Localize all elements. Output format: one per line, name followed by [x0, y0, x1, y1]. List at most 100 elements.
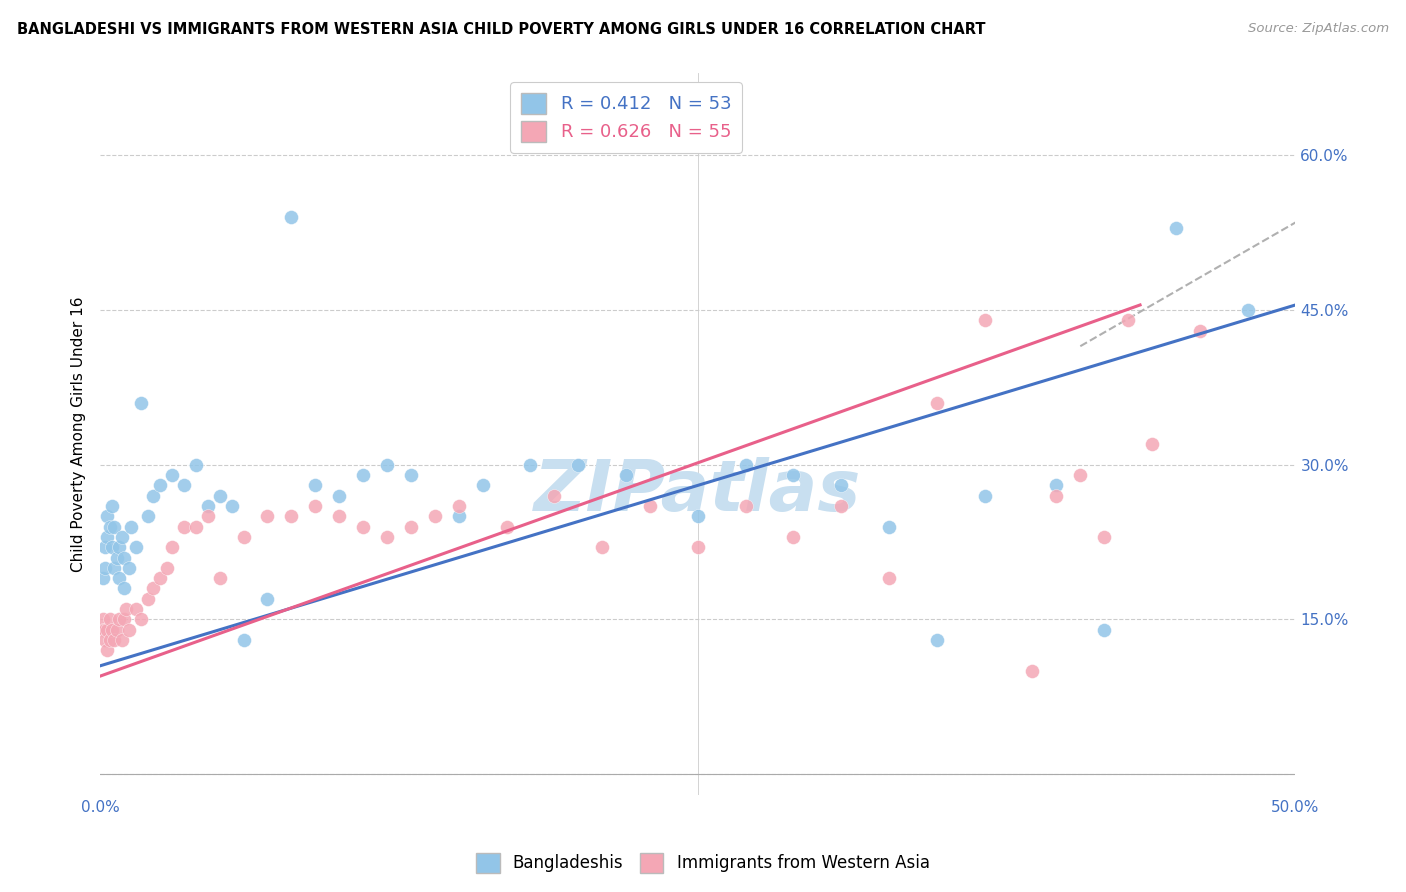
Point: [495, 519, 517, 533]
Point: [638, 499, 661, 513]
Point: [256, 509, 278, 524]
Point: [149, 571, 172, 585]
Point: [125, 541, 148, 555]
Point: [232, 633, 254, 648]
Point: [173, 478, 195, 492]
Point: [280, 211, 302, 225]
Point: [686, 541, 709, 555]
Point: [734, 499, 756, 513]
Point: [447, 499, 470, 513]
Point: [105, 623, 128, 637]
Legend: R = 0.412   N = 53, R = 0.626   N = 55: R = 0.412 N = 53, R = 0.626 N = 55: [510, 82, 742, 153]
Point: [142, 489, 165, 503]
Point: [686, 509, 709, 524]
Point: [1021, 664, 1043, 678]
Point: [136, 591, 159, 606]
Point: [103, 633, 125, 648]
Point: [108, 541, 131, 555]
Point: [94, 623, 117, 637]
Point: [184, 458, 207, 472]
Point: [399, 468, 422, 483]
Legend: Bangladeshis, Immigrants from Western Asia: Bangladeshis, Immigrants from Western As…: [470, 847, 936, 880]
Point: [173, 519, 195, 533]
Point: [149, 478, 172, 492]
Point: [973, 313, 995, 327]
Point: [98, 633, 121, 648]
Point: [399, 519, 422, 533]
Text: Source: ZipAtlas.com: Source: ZipAtlas.com: [1249, 22, 1389, 36]
Point: [98, 612, 121, 626]
Point: [782, 530, 804, 544]
Point: [91, 612, 114, 626]
Point: [101, 623, 124, 637]
Point: [1140, 437, 1163, 451]
Point: [221, 499, 243, 513]
Point: [877, 571, 900, 585]
Point: [1092, 530, 1115, 544]
Point: [208, 571, 231, 585]
Point: [160, 468, 183, 483]
Y-axis label: Child Poverty Among Girls Under 16: Child Poverty Among Girls Under 16: [72, 296, 86, 572]
Point: [830, 499, 852, 513]
Point: [120, 519, 142, 533]
Point: [94, 541, 117, 555]
Point: [1116, 313, 1139, 327]
Point: [108, 612, 131, 626]
Point: [352, 519, 374, 533]
Point: [925, 396, 948, 410]
Point: [105, 550, 128, 565]
Point: [304, 499, 326, 513]
Point: [925, 633, 948, 648]
Point: [112, 612, 135, 626]
Point: [136, 509, 159, 524]
Point: [112, 550, 135, 565]
Point: [96, 643, 118, 657]
Point: [375, 530, 398, 544]
Point: [328, 489, 350, 503]
Point: [96, 530, 118, 544]
Point: [1164, 220, 1187, 235]
Point: [830, 478, 852, 492]
Point: [591, 541, 613, 555]
Point: [91, 623, 114, 637]
Point: [96, 509, 118, 524]
Point: [280, 509, 302, 524]
Point: [614, 468, 637, 483]
Point: [375, 458, 398, 472]
Point: [973, 489, 995, 503]
Point: [328, 509, 350, 524]
Point: [1092, 623, 1115, 637]
Point: [567, 458, 589, 472]
Point: [115, 602, 138, 616]
Point: [1069, 468, 1091, 483]
Point: [160, 541, 183, 555]
Point: [156, 561, 179, 575]
Point: [471, 478, 494, 492]
Point: [352, 468, 374, 483]
Point: [782, 468, 804, 483]
Point: [111, 530, 134, 544]
Text: ZIPatlas: ZIPatlas: [534, 457, 862, 526]
Point: [208, 489, 231, 503]
Point: [111, 633, 134, 648]
Point: [1188, 324, 1211, 338]
Point: [184, 519, 207, 533]
Point: [118, 561, 141, 575]
Point: [877, 519, 900, 533]
Point: [519, 458, 541, 472]
Point: [101, 499, 124, 513]
Point: [94, 633, 117, 648]
Point: [734, 458, 756, 472]
Point: [256, 591, 278, 606]
Point: [197, 499, 219, 513]
Point: [543, 489, 565, 503]
Point: [142, 582, 165, 596]
Point: [101, 541, 124, 555]
Point: [1045, 478, 1067, 492]
Point: [125, 602, 148, 616]
Point: [94, 561, 117, 575]
Point: [1045, 489, 1067, 503]
Point: [232, 530, 254, 544]
Text: BANGLADESHI VS IMMIGRANTS FROM WESTERN ASIA CHILD POVERTY AMONG GIRLS UNDER 16 C: BANGLADESHI VS IMMIGRANTS FROM WESTERN A…: [17, 22, 986, 37]
Point: [423, 509, 446, 524]
